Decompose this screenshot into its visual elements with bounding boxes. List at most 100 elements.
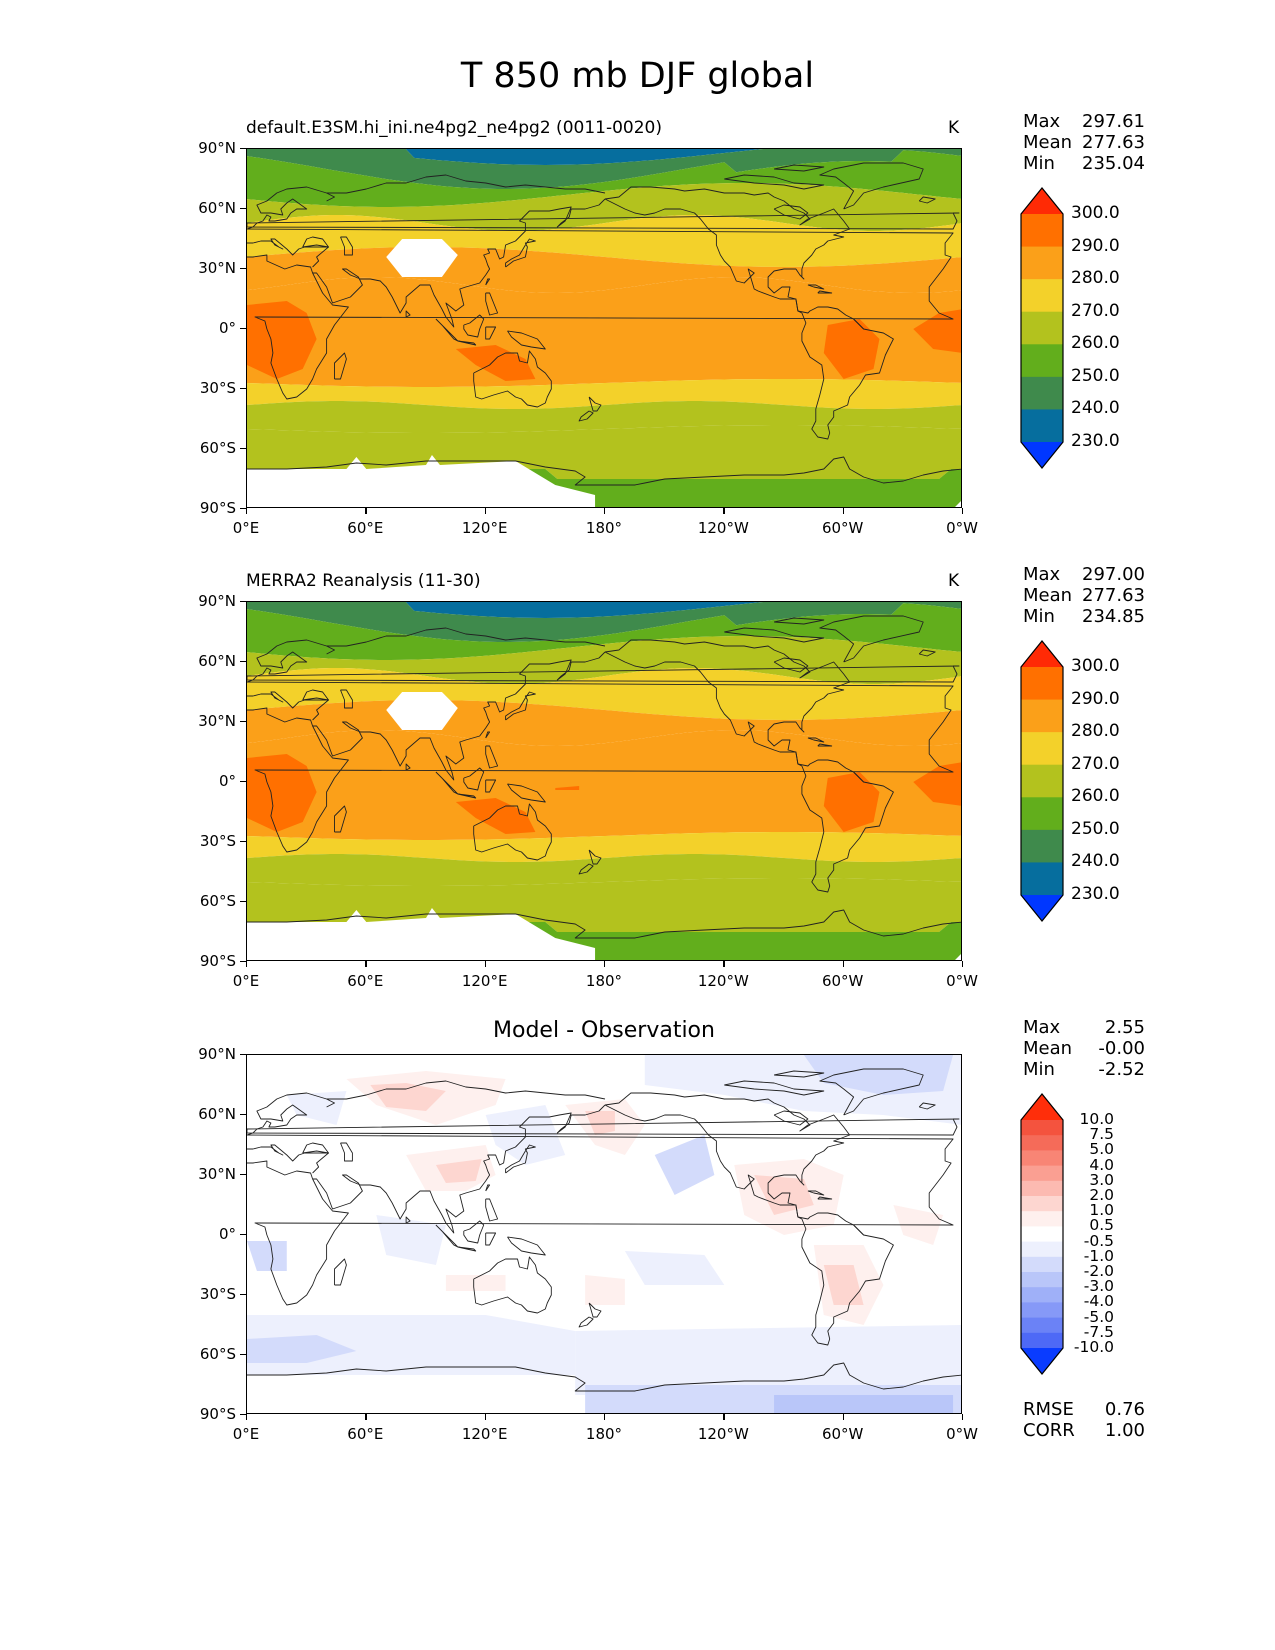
colorbar-tick-label: 4.0 <box>1089 1155 1114 1174</box>
colorbar-tick-label: 260.0 <box>1071 333 1120 354</box>
coastline <box>578 1316 594 1328</box>
colorbar-tick-label: -3.0 <box>1083 1277 1114 1296</box>
panel-units: K <box>948 571 960 591</box>
coastline <box>435 318 459 342</box>
coastline <box>807 737 825 743</box>
coastline <box>247 1092 335 1136</box>
colorbar-segment <box>1021 1317 1063 1334</box>
anomaly-region <box>585 1275 625 1305</box>
lat-tick-mark <box>240 1354 246 1356</box>
colorbar-segment <box>1021 1180 1063 1197</box>
lon-tick-label: 60°W <box>821 1425 864 1443</box>
lat-tick-mark <box>240 601 246 603</box>
colorbar-tick-label: 240.0 <box>1071 851 1120 872</box>
coastline <box>473 350 552 408</box>
temperature-band <box>247 149 961 189</box>
coastlines <box>247 615 961 939</box>
warm-region <box>913 762 961 806</box>
lat-tick-label: 0° <box>218 1225 236 1243</box>
coastline <box>312 1104 606 1234</box>
lat-tick-label: 60°N <box>198 652 236 670</box>
colorbar-segment <box>1021 732 1063 766</box>
lat-tick-label: 60°S <box>199 1345 236 1363</box>
anomaly-region <box>435 1159 482 1183</box>
stat-value: -0.00 <box>1098 1038 1145 1059</box>
lon-tick-label: 0°E <box>232 1425 260 1443</box>
lat-tick-mark <box>240 1114 246 1116</box>
metric-label: CORR <box>1023 1420 1075 1441</box>
panel-units: K <box>948 118 960 138</box>
coastline <box>435 771 459 795</box>
difference-field <box>247 1055 961 1413</box>
lon-tick-mark <box>484 1414 486 1420</box>
coastline <box>247 909 961 939</box>
coastline <box>817 743 833 747</box>
coastline <box>604 1104 803 1220</box>
colorbar-tick-label: 300.0 <box>1071 203 1120 223</box>
colorbar-tick-label: 0.5 <box>1089 1216 1114 1235</box>
coastline <box>247 238 329 268</box>
colorbar-tick-label: 290.0 <box>1071 688 1120 709</box>
coastline <box>247 212 960 230</box>
warm-region <box>455 798 536 834</box>
anomaly-region <box>247 1315 576 1375</box>
colorbar-extend-top <box>1021 1094 1063 1120</box>
colorbar-segment <box>1021 1302 1063 1319</box>
stat-value: 297.00 <box>1082 564 1145 585</box>
coastline <box>326 174 606 194</box>
lon-tick-label: 60°E <box>347 1425 384 1443</box>
anomaly-region <box>247 1335 357 1363</box>
lat-tick-mark <box>240 901 246 903</box>
colorbar-segment <box>1021 667 1063 701</box>
missing-data-tibet <box>386 692 458 730</box>
coastline <box>457 793 477 799</box>
colorbar-segment <box>1021 311 1063 345</box>
colorbar-extend-bottom <box>1021 442 1063 468</box>
colorbar-tick-label: -7.5 <box>1083 1322 1114 1341</box>
lat-tick-mark <box>240 1414 246 1416</box>
lon-tick-mark <box>842 961 844 967</box>
coastline <box>247 1144 329 1174</box>
coastline <box>819 1068 924 1116</box>
stat-value: -2.52 <box>1098 1059 1145 1080</box>
colorbar-wrap <box>1019 639 1065 927</box>
coastline <box>724 174 825 190</box>
anomaly-region <box>774 1395 954 1413</box>
colorbar-extend-top <box>1021 641 1063 667</box>
coastline <box>334 352 347 380</box>
lat-tick-mark <box>240 1234 246 1236</box>
coastline <box>247 691 329 721</box>
warm-region <box>555 786 580 790</box>
lon-tick-label: 120°W <box>697 1425 749 1443</box>
coastline <box>485 779 497 793</box>
lat-tick-mark <box>240 721 246 723</box>
metric-label: RMSE <box>1023 1399 1074 1420</box>
coastline <box>326 627 606 647</box>
temperature-band <box>247 636 961 684</box>
missing-data-tibet <box>386 239 458 277</box>
lon-tick-mark <box>962 508 964 514</box>
lat-tick-label: 60°N <box>198 199 236 217</box>
coastline <box>773 204 809 220</box>
coastline <box>801 312 894 440</box>
colorbar-segment <box>1021 797 1063 831</box>
map-svg <box>247 602 961 960</box>
colorbar-segment <box>1021 1241 1063 1258</box>
colorbar-segment <box>1021 764 1063 798</box>
coastline <box>507 1236 546 1256</box>
stat-label: Mean <box>1023 585 1073 606</box>
lon-tick-label: 60°E <box>347 519 384 537</box>
panel-title: default.E3SM.hi_ini.ne4pg2_ne4pg2 (0011-… <box>246 118 662 138</box>
temperature-field <box>247 149 961 507</box>
lon-tick-mark <box>723 1414 725 1420</box>
lat-tick-mark <box>240 208 246 210</box>
coastline <box>473 1256 552 1314</box>
coastline <box>807 1190 825 1196</box>
stat-label: Max <box>1023 1017 1061 1038</box>
colorbar-tick-label: 3.0 <box>1089 1170 1114 1189</box>
lon-tick-label: 0°W <box>946 1425 978 1443</box>
colorbar-tick-label: 2.0 <box>1089 1186 1114 1204</box>
stat-label: Min <box>1023 153 1055 174</box>
coastline <box>247 665 960 683</box>
coastline <box>724 1080 825 1096</box>
